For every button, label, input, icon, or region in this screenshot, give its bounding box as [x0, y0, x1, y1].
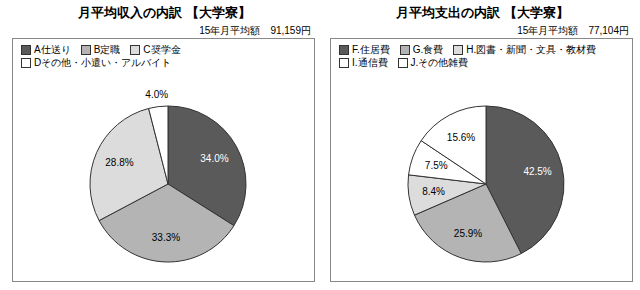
html-text:C奨学金: C奨学金 — [143, 44, 181, 55]
svg-text:25.9%: 25.9% — [454, 228, 482, 239]
html-text:15年月平均額 91,159円: 15年月平均額 91,159円 — [199, 25, 311, 36]
svg-text:42.5%: 42.5% — [523, 166, 551, 177]
html-text:月平均支出の内訳 【大学寮】: 月平均支出の内訳 【大学寮】 — [396, 5, 569, 20]
html-text:H.図書・新聞・文具・教材費: H.図書・新聞・文具・教材費 — [466, 44, 597, 55]
svg-text:33.3%: 33.3% — [152, 232, 180, 243]
svg-text:28.8%: 28.8% — [105, 157, 133, 168]
html-text:A仕送り: A仕送り — [34, 44, 71, 55]
html-text:B定職: B定職 — [93, 44, 121, 55]
html-text:G.食費: G.食費 — [412, 44, 444, 55]
html-text:月平均収入の内訳 【大学寮】: 月平均収入の内訳 【大学寮】 — [78, 5, 251, 20]
svg-text:4.0%: 4.0% — [145, 89, 168, 100]
html-text:I.通信費: I.通信費 — [352, 57, 388, 68]
svg-text:34.0%: 34.0% — [200, 153, 228, 164]
html-text:F.住居費: F.住居費 — [352, 44, 390, 55]
html-text:J.その他雑費: J.その他雑費 — [410, 57, 469, 68]
html-text:15年月平均額 77,104円: 15年月平均額 77,104円 — [517, 25, 629, 36]
svg-text:15.6%: 15.6% — [447, 132, 475, 143]
html-text:Dその他・小遣い・アルバイト: Dその他・小遣い・アルバイト — [34, 57, 172, 68]
svg-text:7.5%: 7.5% — [425, 160, 448, 171]
svg-text:8.4%: 8.4% — [422, 186, 445, 197]
